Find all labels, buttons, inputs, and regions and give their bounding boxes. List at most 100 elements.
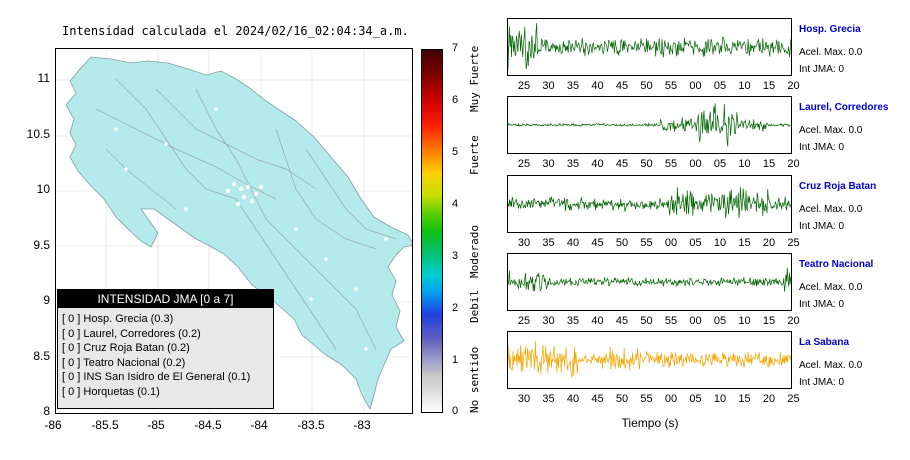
time-tick: 45 bbox=[591, 237, 604, 249]
time-tick: 20 bbox=[787, 315, 800, 327]
seismogram-trace[interactable] bbox=[507, 253, 792, 311]
x-tick: -85 bbox=[147, 418, 165, 432]
time-tick: 25 bbox=[787, 237, 800, 249]
colorbar-label: Moderado bbox=[468, 225, 481, 278]
waveform-line bbox=[507, 187, 792, 219]
intensity-legend: INTENSIDAD JMA [0 a 7] [ 0 ] Hosp. Greci… bbox=[57, 289, 274, 409]
y-tick: 9.5 bbox=[33, 238, 50, 252]
colorbar-label: Muy Fuerte bbox=[468, 45, 481, 112]
waveform bbox=[507, 103, 791, 147]
station-name: La Sabana bbox=[799, 337, 850, 348]
time-tick: 05 bbox=[713, 315, 727, 327]
time-tick: 40 bbox=[591, 80, 604, 92]
time-tick: 40 bbox=[566, 237, 580, 249]
time-tick: 40 bbox=[591, 158, 604, 170]
colorbar-tick: 4 bbox=[452, 198, 459, 210]
station-intensity: Int JMA: 0 bbox=[799, 377, 845, 388]
trace-time-axis: 25 30 35 40 45 50 55 00 05 10 15 20 bbox=[507, 315, 800, 329]
time-tick: 25 bbox=[517, 315, 531, 327]
waveform bbox=[507, 340, 792, 378]
colorbar-label: Fuerte bbox=[468, 135, 481, 175]
seismogram-trace[interactable] bbox=[507, 18, 792, 76]
time-tick: 50 bbox=[615, 237, 629, 249]
time-tick: 55 bbox=[664, 80, 678, 92]
colorbar-label: No sentido bbox=[468, 346, 481, 413]
station-intensity: Int JMA: 0 bbox=[799, 142, 845, 153]
time-tick: 15 bbox=[738, 393, 751, 405]
trace-time-axis: 30 35 40 45 50 55 00 05 10 15 20 25 bbox=[507, 393, 800, 407]
map-title: Intensidad calculada el 2024/02/16_02:04… bbox=[62, 24, 409, 38]
waveform-line bbox=[507, 340, 792, 378]
time-tick: 05 bbox=[713, 80, 727, 92]
colorbar-tick: 1 bbox=[452, 354, 459, 366]
time-tick: 55 bbox=[640, 237, 653, 249]
seismogram-trace[interactable] bbox=[507, 331, 792, 389]
y-tick: 8.5 bbox=[33, 349, 50, 363]
waveform bbox=[507, 267, 792, 292]
intensity-colorbar bbox=[421, 49, 443, 413]
time-tick: 00 bbox=[689, 158, 702, 170]
station-intensity: Int JMA: 0 bbox=[799, 221, 845, 232]
x-tick: -86 bbox=[44, 418, 62, 432]
time-tick: 35 bbox=[566, 80, 580, 92]
time-tick: 20 bbox=[762, 237, 776, 249]
legend-item: [ 0 ] Teatro Nacional (0.2) bbox=[62, 356, 186, 369]
time-tick: 55 bbox=[640, 393, 653, 405]
y-tick: 9 bbox=[43, 293, 50, 307]
seismogram-trace[interactable] bbox=[507, 175, 792, 233]
time-tick: 15 bbox=[738, 237, 751, 249]
time-tick: 25 bbox=[517, 80, 531, 92]
time-tick: 45 bbox=[591, 393, 604, 405]
legend-item: [ 0 ] Cruz Roja Batan (0.2) bbox=[62, 342, 190, 355]
seismogram-trace[interactable] bbox=[507, 96, 792, 154]
time-tick: 15 bbox=[762, 315, 776, 327]
time-tick: 20 bbox=[787, 80, 800, 92]
time-tick: 20 bbox=[787, 158, 800, 170]
legend-item: [ 0 ] Horquetas (0.1) bbox=[62, 385, 160, 398]
time-tick: 10 bbox=[738, 315, 751, 327]
x-tick: -84.5 bbox=[194, 418, 222, 432]
time-tick: 00 bbox=[664, 237, 678, 249]
station-accel: Acel. Max. 0.0 bbox=[799, 282, 863, 293]
time-tick: 50 bbox=[640, 315, 653, 327]
trace-time-axis: 25 30 35 40 45 50 55 00 05 10 15 20 bbox=[507, 158, 800, 172]
time-tick: 05 bbox=[689, 237, 702, 249]
colorbar-tick: 6 bbox=[452, 94, 459, 106]
x-tick: -83.5 bbox=[297, 418, 325, 432]
time-tick: 35 bbox=[542, 237, 555, 249]
station-accel: Acel. Max. 0.0 bbox=[799, 204, 863, 215]
station-intensity: Int JMA: 0 bbox=[799, 299, 845, 310]
time-tick: 15 bbox=[762, 80, 776, 92]
time-tick: 50 bbox=[640, 158, 653, 170]
colorbar-tick: 0 bbox=[452, 405, 459, 417]
time-tick: 25 bbox=[787, 393, 800, 405]
time-tick: 55 bbox=[664, 158, 678, 170]
legend-title: INTENSIDAD JMA [0 a 7] bbox=[58, 290, 273, 308]
legend-item: [ 0 ] Laurel, Corredores (0.2) bbox=[62, 327, 201, 340]
time-tick: 30 bbox=[517, 393, 531, 405]
time-tick: 35 bbox=[566, 315, 580, 327]
time-tick: 05 bbox=[713, 158, 727, 170]
time-tick: 55 bbox=[664, 315, 678, 327]
time-tick: 20 bbox=[762, 393, 776, 405]
x-tick: -85.5 bbox=[91, 418, 119, 432]
time-tick: 35 bbox=[566, 158, 580, 170]
y-tick: 10.5 bbox=[26, 127, 50, 141]
x-tick: -84 bbox=[250, 418, 268, 432]
time-tick: 10 bbox=[713, 393, 727, 405]
station-accel: Acel. Max. 0.0 bbox=[799, 125, 863, 136]
colorbar-label: Debil bbox=[468, 289, 481, 323]
time-tick: 10 bbox=[738, 158, 751, 170]
time-tick: 00 bbox=[689, 315, 702, 327]
time-tick: 50 bbox=[615, 393, 629, 405]
trace-time-axis: 25 30 35 40 45 50 55 00 05 10 15 20 bbox=[507, 80, 800, 94]
colorbar-tick: 2 bbox=[452, 302, 459, 314]
legend-item: [ 0 ] INS San Isidro de El General (0.1) bbox=[62, 371, 251, 384]
x-tick: -83 bbox=[353, 418, 371, 432]
waveform-line bbox=[507, 267, 792, 292]
roads bbox=[95, 78, 397, 350]
time-tick: 45 bbox=[615, 158, 629, 170]
station-dots bbox=[114, 107, 388, 351]
time-tick: 30 bbox=[542, 315, 555, 327]
station-name: Laurel, Corredores bbox=[799, 102, 889, 113]
